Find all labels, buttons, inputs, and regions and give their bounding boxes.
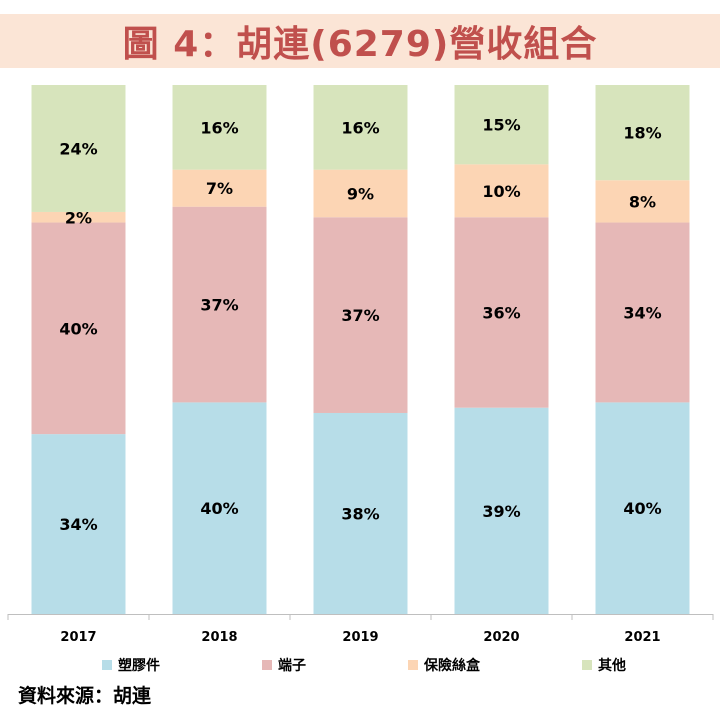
- x-tick-label: 2021: [624, 630, 660, 645]
- data-label: 18%: [623, 124, 661, 143]
- data-label: 37%: [200, 296, 238, 315]
- data-label: 34%: [623, 303, 661, 322]
- bar-segment: [313, 412, 408, 614]
- bar-segment: [313, 217, 408, 413]
- bar-segment: [172, 402, 267, 614]
- bar-segment: [595, 222, 690, 403]
- data-label: 16%: [200, 118, 238, 137]
- data-label: 16%: [341, 118, 379, 137]
- x-tick-label: 2018: [201, 630, 237, 645]
- bar-segment: [31, 222, 126, 435]
- data-label: 7%: [206, 179, 233, 198]
- legend-swatch: [408, 660, 418, 670]
- data-label: 40%: [623, 499, 661, 518]
- bar-segment: [313, 169, 408, 218]
- data-label: 38%: [341, 504, 379, 523]
- bar-segment: [454, 164, 549, 218]
- data-label: 39%: [482, 502, 520, 521]
- bar-segment: [595, 85, 690, 181]
- bar-segment: [172, 85, 267, 170]
- data-label: 10%: [482, 182, 520, 201]
- legend-item: 其他: [582, 655, 626, 675]
- bar-segment: [31, 85, 126, 212]
- source-note: 資料來源：胡連: [18, 685, 152, 707]
- bar-segment: [454, 85, 549, 165]
- data-label: 15%: [482, 116, 520, 135]
- data-label: 2%: [65, 208, 92, 227]
- data-label: 9%: [347, 184, 374, 203]
- legend-label: 塑膠件: [118, 658, 160, 674]
- bar-segment: [454, 217, 549, 408]
- chart-title: 圖 4：胡連(6279)營收組合: [122, 24, 598, 65]
- legend-label: 其他: [598, 658, 626, 674]
- bar-segment: [595, 402, 690, 614]
- x-tick-label: 2019: [342, 630, 378, 645]
- legend-label: 端子: [278, 658, 306, 674]
- x-tick-label: 2020: [483, 630, 519, 645]
- x-tick-label: 2017: [60, 630, 96, 645]
- data-label: 37%: [341, 306, 379, 325]
- data-label: 40%: [59, 319, 97, 338]
- bar-segment: [172, 169, 267, 207]
- legend-label: 保險絲盒: [424, 658, 480, 674]
- data-label: 8%: [629, 192, 656, 211]
- legend-item: 塑膠件: [102, 655, 160, 675]
- legend: 塑膠件 端子 保險絲盒 其他: [0, 655, 720, 675]
- legend-swatch: [102, 660, 112, 670]
- legend-swatch: [582, 660, 592, 670]
- data-label: 34%: [59, 515, 97, 534]
- bar-segment: [31, 211, 126, 223]
- bar-segment: [172, 206, 267, 403]
- bar-segment: [31, 434, 126, 614]
- data-label: 40%: [200, 499, 238, 518]
- data-label: 36%: [482, 303, 520, 322]
- title-banner: 圖 4：胡連(6279)營收組合: [0, 14, 720, 68]
- data-label: 24%: [59, 139, 97, 158]
- legend-swatch: [262, 660, 272, 670]
- bar-segment: [454, 407, 549, 614]
- legend-item: 端子: [262, 655, 306, 675]
- legend-item: 保險絲盒: [408, 655, 480, 675]
- bar-segment: [595, 180, 690, 223]
- bar-segment: [313, 85, 408, 170]
